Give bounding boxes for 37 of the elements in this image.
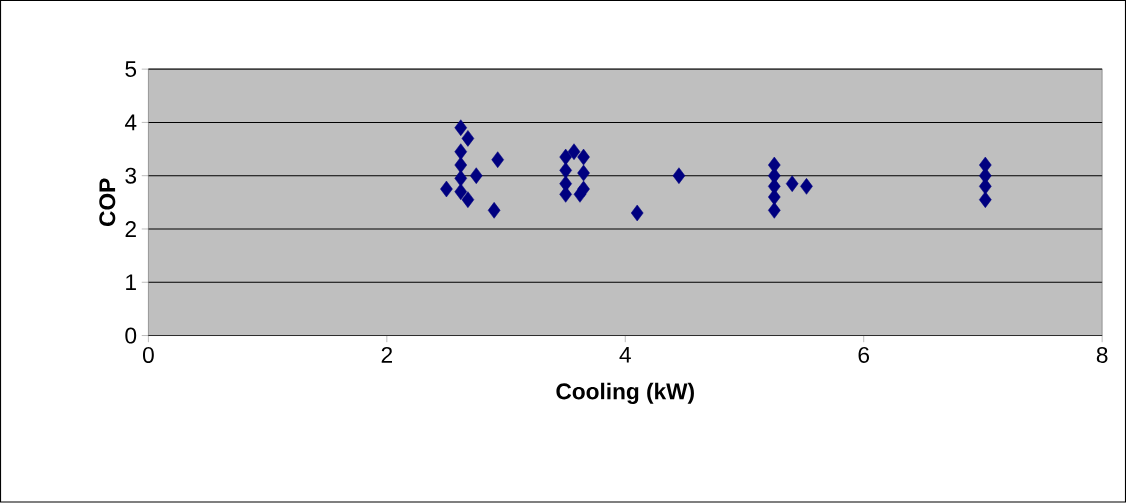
point — [573, 186, 587, 203]
point — [630, 204, 644, 222]
point — [491, 151, 504, 169]
point — [469, 167, 483, 185]
point — [461, 191, 475, 209]
y-axis-title: COP — [99, 178, 116, 227]
point — [487, 202, 501, 219]
y-tick-label: 0 — [125, 327, 137, 344]
x-tick-label: 8 — [1096, 347, 1108, 364]
point — [785, 175, 799, 193]
point — [454, 170, 468, 187]
y-tick-label: 3 — [125, 167, 137, 184]
y-tick-label: 2 — [125, 221, 136, 238]
point — [567, 143, 581, 161]
point — [440, 180, 453, 198]
point — [454, 143, 468, 161]
x-tick-label: 2 — [381, 347, 392, 363]
point — [559, 186, 572, 203]
x-tick-label: 4 — [619, 347, 631, 363]
y-tick-label: 5 — [125, 61, 137, 78]
point — [979, 178, 992, 195]
y-tick-label: 1 — [126, 274, 136, 291]
point — [768, 202, 781, 219]
point — [577, 148, 590, 166]
y-tick-label: 4 — [124, 114, 137, 131]
point — [800, 178, 813, 195]
point — [454, 156, 468, 174]
point — [577, 164, 590, 182]
point — [454, 119, 468, 137]
point — [979, 191, 992, 209]
x-tick-label: 6 — [858, 347, 870, 364]
point — [461, 130, 475, 147]
point — [672, 167, 686, 185]
point — [454, 183, 468, 201]
x-axis-title: Cooling (kW) — [556, 382, 694, 405]
x-tick-label: 0 — [142, 347, 154, 364]
point — [559, 162, 572, 179]
